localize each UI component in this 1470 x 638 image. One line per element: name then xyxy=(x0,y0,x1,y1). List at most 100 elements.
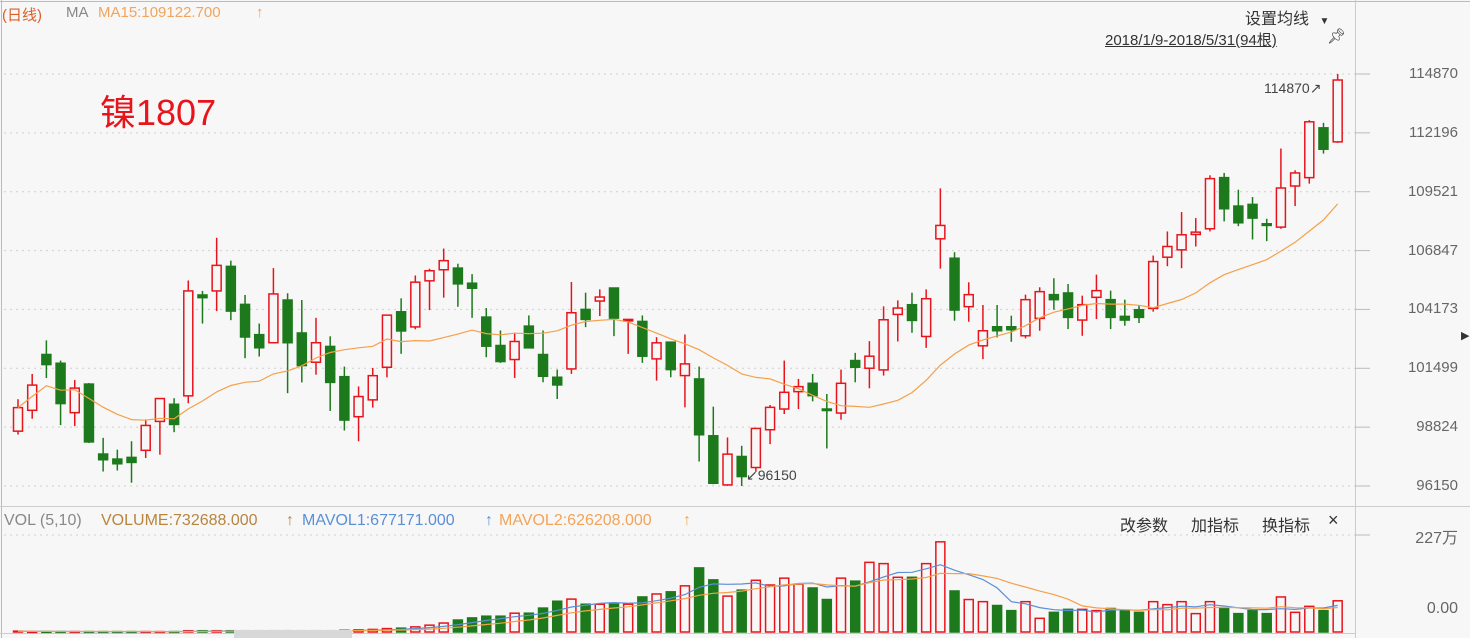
date-range-link[interactable]: 2018/1/9-2018/5/31(94根) xyxy=(1105,32,1277,49)
candle-body xyxy=(112,458,123,465)
volume-bar xyxy=(1119,609,1131,633)
add-indicator-button[interactable]: 加指标 xyxy=(1191,518,1240,535)
volume-axis-min: 0.00 xyxy=(1426,600,1458,617)
candle xyxy=(1204,175,1216,232)
candle xyxy=(324,336,336,411)
volume-bar xyxy=(1091,609,1102,633)
candle xyxy=(112,449,123,471)
ma15-value: MA15:109122.700 xyxy=(98,4,221,21)
candle-body xyxy=(495,344,506,363)
candle-body xyxy=(353,395,364,418)
volume-bar xyxy=(835,577,847,633)
ma15-line xyxy=(17,203,1339,421)
candle xyxy=(410,275,421,330)
candle-body xyxy=(764,406,776,431)
candle-body xyxy=(537,353,549,378)
candle-body xyxy=(97,453,109,461)
candle xyxy=(310,317,322,375)
volume-bar xyxy=(580,603,591,633)
candle xyxy=(1105,290,1116,330)
switch-indicator-button[interactable]: 换指标 xyxy=(1262,518,1311,535)
arrow-down-left-icon: ↙ xyxy=(746,467,758,483)
candle-body xyxy=(622,318,634,322)
candle-body xyxy=(1190,231,1202,236)
volume-bar xyxy=(1176,600,1187,633)
price-axis-label: 96150 xyxy=(1416,477,1458,494)
candle xyxy=(26,373,38,419)
candle-body xyxy=(651,342,662,360)
candle-body xyxy=(41,353,52,366)
arrow-up-right-icon: ↗ xyxy=(1309,80,1322,96)
candle xyxy=(693,366,705,462)
candle xyxy=(580,292,591,328)
candle-body xyxy=(1304,121,1315,179)
volume-bar xyxy=(551,600,563,633)
volume-bar xyxy=(1261,612,1272,633)
ma-settings-dropdown[interactable]: 设置均线 ▼ xyxy=(1245,5,1329,29)
candle-body xyxy=(551,376,563,386)
candle xyxy=(282,293,293,394)
volume-bar xyxy=(1077,608,1088,633)
candle-body xyxy=(693,378,705,436)
volume-bar xyxy=(935,541,946,633)
candle-body xyxy=(779,391,790,410)
expand-right-icon[interactable]: ▶ xyxy=(1461,330,1470,342)
period-label: (日线) xyxy=(2,7,42,24)
volume-bar xyxy=(566,598,577,633)
candle xyxy=(1048,278,1060,310)
candle xyxy=(1006,315,1017,342)
candle-body xyxy=(1247,203,1258,219)
volume-bar xyxy=(594,603,606,633)
candle-body xyxy=(1091,289,1102,299)
candle xyxy=(864,341,875,389)
candle-body xyxy=(211,264,222,292)
candle-body xyxy=(665,341,676,371)
volume-bar xyxy=(864,561,875,633)
candle-body xyxy=(892,307,904,316)
candle xyxy=(849,352,861,383)
candle-body xyxy=(395,311,407,332)
candle xyxy=(1091,274,1102,320)
candle-body xyxy=(452,267,464,285)
candle xyxy=(551,369,563,400)
volume-bar xyxy=(452,619,464,633)
candle xyxy=(651,337,662,381)
candle xyxy=(1062,283,1074,330)
close-icon[interactable]: × xyxy=(1328,510,1339,530)
price-axis-label: 114870 xyxy=(1409,65,1458,82)
volume-bar xyxy=(793,583,804,633)
pin-icon[interactable]: 📌︎ xyxy=(1327,28,1347,45)
candle-body xyxy=(722,453,733,486)
volume-bar xyxy=(991,604,1003,633)
candle xyxy=(367,367,378,408)
candle-body xyxy=(608,287,620,319)
candle-body xyxy=(69,387,81,414)
candle-body xyxy=(1048,293,1060,301)
candle-body xyxy=(197,294,208,299)
candle xyxy=(637,315,648,363)
candle-body xyxy=(1147,260,1159,310)
candle xyxy=(41,340,52,379)
candle-body xyxy=(736,455,747,478)
volume-bar xyxy=(1304,605,1315,633)
candle-body xyxy=(920,297,932,338)
candle xyxy=(835,369,847,420)
candle xyxy=(1275,148,1287,229)
volume-bar xyxy=(708,579,719,633)
candle xyxy=(892,300,904,342)
volume-bar xyxy=(977,600,989,633)
volume-bar xyxy=(693,567,705,633)
change-params-button[interactable]: 改参数 xyxy=(1120,518,1169,535)
candle xyxy=(353,386,364,442)
candle-body xyxy=(225,265,237,312)
volume-bar xyxy=(1247,609,1258,633)
volume-bar xyxy=(963,598,974,633)
candle xyxy=(935,188,946,269)
candle-body xyxy=(1204,177,1216,230)
candle xyxy=(197,290,208,324)
candle xyxy=(183,280,194,404)
volume-bar xyxy=(1020,600,1031,633)
candle xyxy=(140,419,151,459)
ma15-arrow-icon: ↑ xyxy=(256,4,264,21)
candle-body xyxy=(1119,315,1131,321)
